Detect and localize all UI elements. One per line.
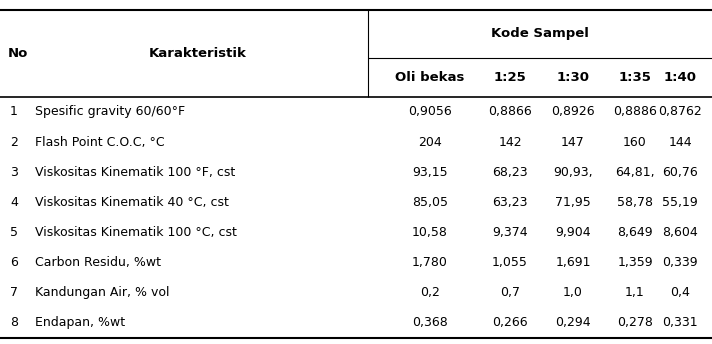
Text: 0,368: 0,368 xyxy=(412,316,448,330)
Text: 4: 4 xyxy=(10,196,18,209)
Text: Viskositas Kinematik 40 °C, cst: Viskositas Kinematik 40 °C, cst xyxy=(35,196,229,209)
Text: 0,339: 0,339 xyxy=(662,256,698,269)
Text: 71,95: 71,95 xyxy=(555,196,591,209)
Text: Carbon Residu, %wt: Carbon Residu, %wt xyxy=(35,256,161,269)
Text: 142: 142 xyxy=(498,136,522,149)
Text: 1:30: 1:30 xyxy=(557,71,590,84)
Text: Kandungan Air, % vol: Kandungan Air, % vol xyxy=(35,286,169,299)
Text: 7: 7 xyxy=(10,286,18,299)
Text: 55,19: 55,19 xyxy=(662,196,698,209)
Text: 93,15: 93,15 xyxy=(412,166,448,179)
Text: 1,1: 1,1 xyxy=(625,286,645,299)
Text: 160: 160 xyxy=(623,136,647,149)
Text: 0,331: 0,331 xyxy=(662,316,698,330)
Text: 68,23: 68,23 xyxy=(492,166,528,179)
Text: 0,7: 0,7 xyxy=(500,286,520,299)
Text: 85,05: 85,05 xyxy=(412,196,448,209)
Text: 6: 6 xyxy=(10,256,18,269)
Text: 0,8762: 0,8762 xyxy=(658,106,702,118)
Text: 0,266: 0,266 xyxy=(492,316,528,330)
Text: 5: 5 xyxy=(10,226,18,239)
Text: 0,294: 0,294 xyxy=(555,316,591,330)
Text: 1,0: 1,0 xyxy=(563,286,583,299)
Text: 1: 1 xyxy=(10,106,18,118)
Text: Viskositas Kinematik 100 °F, cst: Viskositas Kinematik 100 °F, cst xyxy=(35,166,235,179)
Text: 1,055: 1,055 xyxy=(492,256,528,269)
Text: 58,78: 58,78 xyxy=(617,196,653,209)
Text: 63,23: 63,23 xyxy=(492,196,528,209)
Text: Viskositas Kinematik 100 °C, cst: Viskositas Kinematik 100 °C, cst xyxy=(35,226,237,239)
Text: 1:25: 1:25 xyxy=(493,71,526,84)
Text: 90,93,: 90,93, xyxy=(553,166,593,179)
Text: 8,649: 8,649 xyxy=(617,226,653,239)
Text: 60,76: 60,76 xyxy=(662,166,698,179)
Text: 1:35: 1:35 xyxy=(619,71,651,84)
Text: Spesific gravity 60/60°F: Spesific gravity 60/60°F xyxy=(35,106,185,118)
Text: No: No xyxy=(8,47,28,60)
Text: Oli bekas: Oli bekas xyxy=(395,71,465,84)
Text: 1,359: 1,359 xyxy=(617,256,653,269)
Text: Endapan, %wt: Endapan, %wt xyxy=(35,316,125,330)
Text: 0,278: 0,278 xyxy=(617,316,653,330)
Text: 144: 144 xyxy=(668,136,692,149)
Text: 2: 2 xyxy=(10,136,18,149)
Text: 10,58: 10,58 xyxy=(412,226,448,239)
Text: 0,8926: 0,8926 xyxy=(551,106,595,118)
Text: 9,374: 9,374 xyxy=(492,226,528,239)
Text: 0,2: 0,2 xyxy=(420,286,440,299)
Text: 0,8866: 0,8866 xyxy=(488,106,532,118)
Text: 64,81,: 64,81, xyxy=(615,166,655,179)
Text: 204: 204 xyxy=(418,136,442,149)
Text: 1,691: 1,691 xyxy=(555,256,591,269)
Text: 8,604: 8,604 xyxy=(662,226,698,239)
Text: 0,8886: 0,8886 xyxy=(613,106,657,118)
Text: Karakteristik: Karakteristik xyxy=(149,47,247,60)
Text: 1,780: 1,780 xyxy=(412,256,448,269)
Text: Kode Sampel: Kode Sampel xyxy=(491,27,589,40)
Text: 1:40: 1:40 xyxy=(664,71,696,84)
Text: 0,4: 0,4 xyxy=(670,286,690,299)
Text: 8: 8 xyxy=(10,316,18,330)
Text: 3: 3 xyxy=(10,166,18,179)
Text: 0,9056: 0,9056 xyxy=(408,106,452,118)
Text: 147: 147 xyxy=(561,136,585,149)
Text: Flash Point C.O.C, °C: Flash Point C.O.C, °C xyxy=(35,136,164,149)
Text: 9,904: 9,904 xyxy=(555,226,591,239)
